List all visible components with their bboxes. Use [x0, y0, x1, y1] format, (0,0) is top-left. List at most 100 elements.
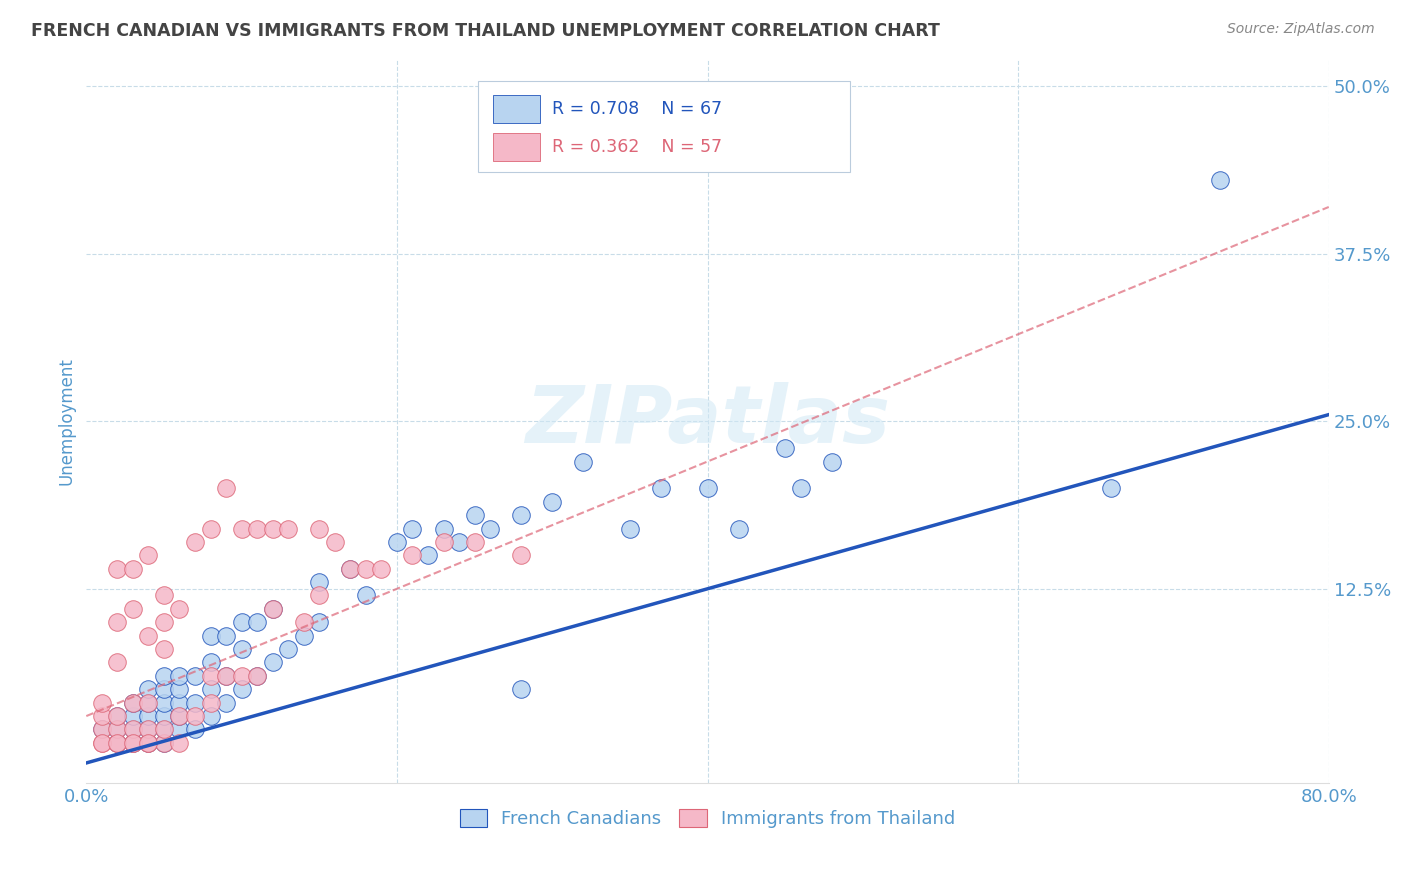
Point [169, 709, 191, 723]
Point [572, 454, 595, 468]
Point [90, 736, 112, 750]
Point [323, 535, 346, 549]
Point [169, 736, 191, 750]
Text: ZIPatlas: ZIPatlas [524, 383, 890, 460]
Point [246, 669, 269, 683]
Point [479, 521, 502, 535]
Point [138, 709, 160, 723]
Point [138, 736, 160, 750]
Point [122, 602, 145, 616]
Point [122, 736, 145, 750]
Point [447, 535, 470, 549]
Point [308, 521, 330, 535]
Point [122, 736, 145, 750]
Point [105, 615, 128, 630]
Point [464, 508, 486, 522]
Point [246, 615, 269, 630]
Point [215, 629, 238, 643]
Bar [492, 95, 540, 122]
Point [138, 682, 160, 697]
Point [153, 669, 176, 683]
Point [727, 521, 749, 535]
Point [138, 736, 160, 750]
Point [122, 723, 145, 737]
Point [650, 481, 672, 495]
Point [184, 709, 207, 723]
Point [90, 696, 112, 710]
Point [184, 669, 207, 683]
Point [262, 602, 284, 616]
Point [90, 736, 112, 750]
Point [354, 589, 377, 603]
Point [153, 696, 176, 710]
Point [153, 615, 176, 630]
Point [510, 682, 533, 697]
Point [184, 696, 207, 710]
Point [619, 521, 641, 535]
Point [105, 736, 128, 750]
Point [541, 494, 564, 508]
Point [184, 723, 207, 737]
Point [153, 682, 176, 697]
Point [169, 696, 191, 710]
Point [773, 441, 796, 455]
Point [153, 736, 176, 750]
Point [153, 723, 176, 737]
Point [105, 723, 128, 737]
Point [153, 723, 176, 737]
Point [432, 521, 454, 535]
Point [90, 723, 112, 737]
Point [200, 629, 222, 643]
Point [308, 615, 330, 630]
Point [122, 696, 145, 710]
Point [105, 736, 128, 750]
Point [277, 521, 299, 535]
Point [153, 589, 176, 603]
Point [215, 669, 238, 683]
Point [339, 562, 361, 576]
Point [169, 602, 191, 616]
Point [370, 562, 392, 576]
Point [105, 562, 128, 576]
Point [169, 669, 191, 683]
Point [200, 521, 222, 535]
Point [246, 521, 269, 535]
Point [510, 508, 533, 522]
Point [1209, 173, 1232, 187]
Point [153, 736, 176, 750]
Point [308, 575, 330, 590]
Point [339, 562, 361, 576]
Point [277, 642, 299, 657]
Text: R = 0.362    N = 57: R = 0.362 N = 57 [553, 138, 723, 156]
Point [138, 549, 160, 563]
Point [122, 736, 145, 750]
Bar [492, 134, 540, 161]
Point [105, 656, 128, 670]
Point [138, 696, 160, 710]
Point [90, 723, 112, 737]
Text: Source: ZipAtlas.com: Source: ZipAtlas.com [1227, 22, 1375, 37]
Point [215, 696, 238, 710]
Point [308, 589, 330, 603]
Point [200, 696, 222, 710]
Point [138, 723, 160, 737]
Point [696, 481, 718, 495]
Point [200, 709, 222, 723]
Point [105, 709, 128, 723]
Point [169, 709, 191, 723]
Point [105, 723, 128, 737]
Point [354, 562, 377, 576]
Point [401, 521, 423, 535]
Y-axis label: Unemployment: Unemployment [58, 358, 75, 485]
Point [138, 696, 160, 710]
Point [169, 723, 191, 737]
Text: R = 0.708    N = 67: R = 0.708 N = 67 [553, 100, 723, 118]
Point [105, 736, 128, 750]
Point [385, 535, 408, 549]
Point [122, 696, 145, 710]
Point [262, 656, 284, 670]
Point [105, 709, 128, 723]
Point [401, 549, 423, 563]
Point [153, 642, 176, 657]
Point [138, 629, 160, 643]
